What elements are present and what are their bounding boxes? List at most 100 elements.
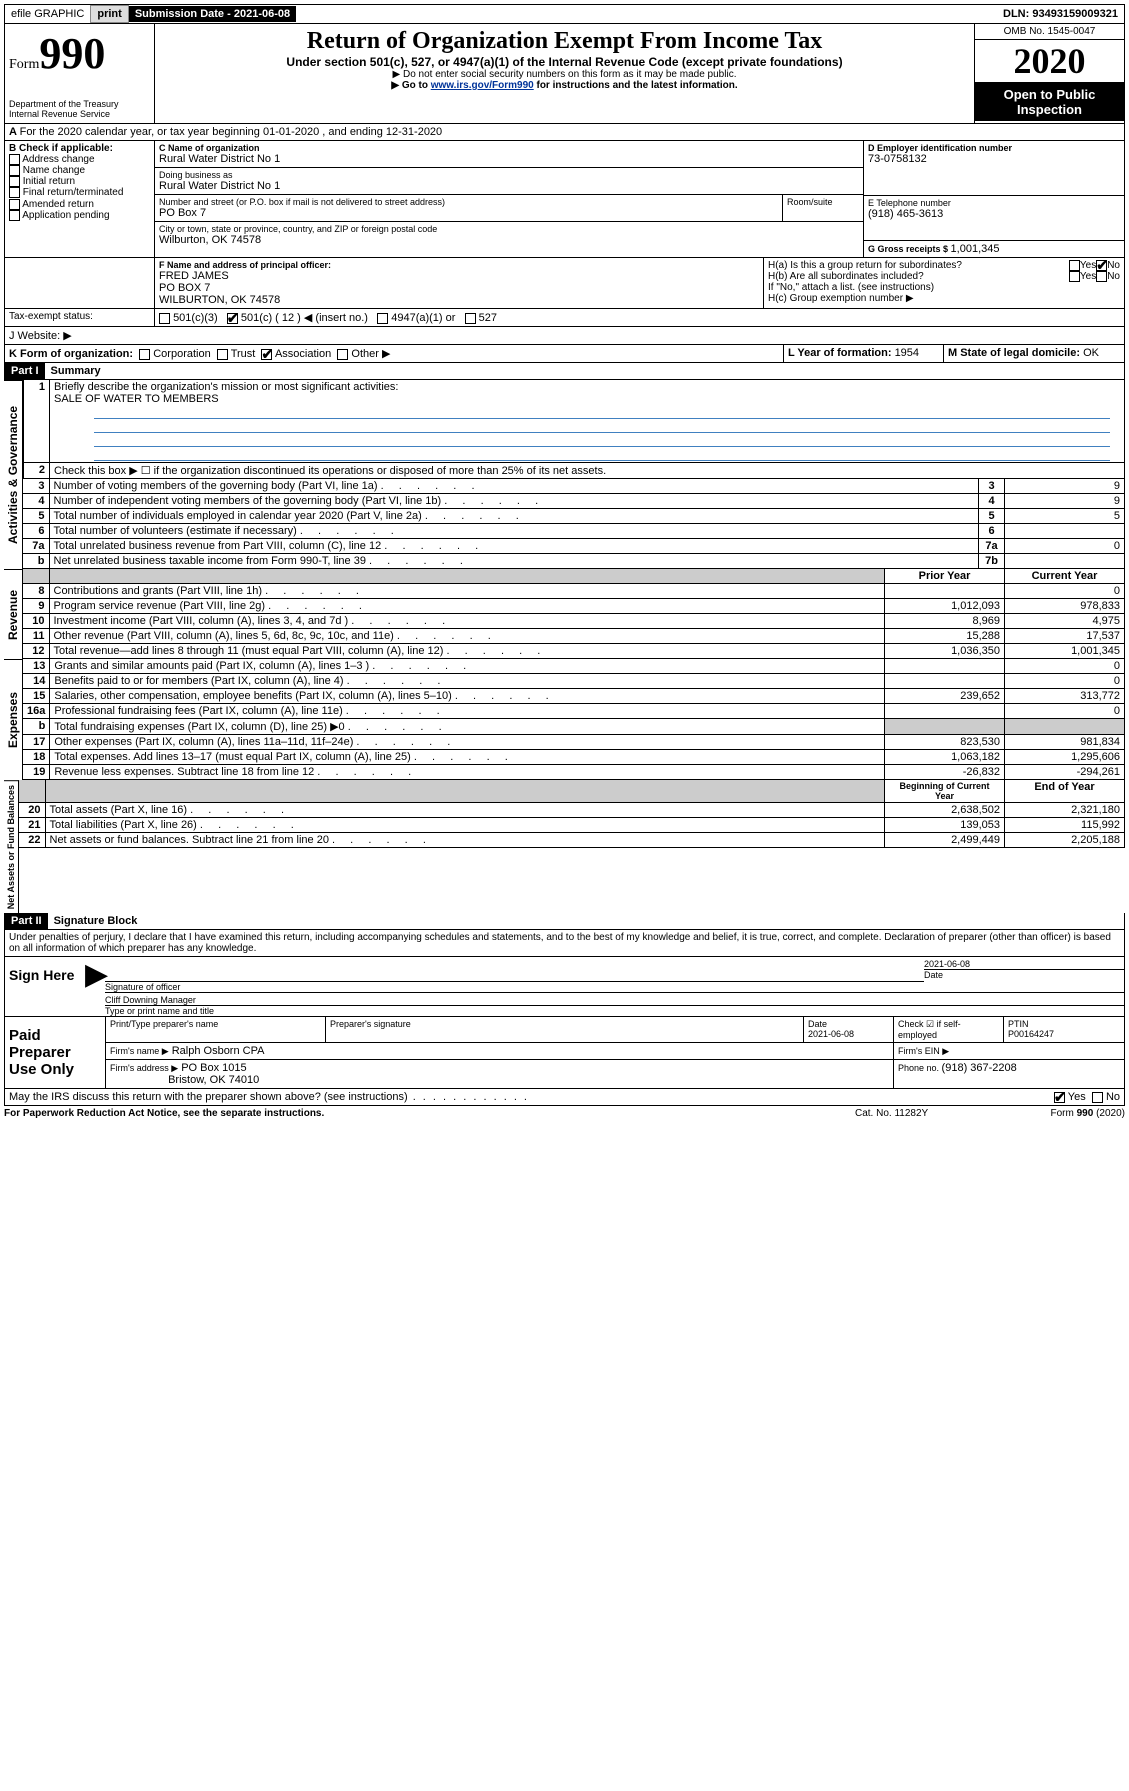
table-row: 19Revenue less expenses. Subtract line 1…: [23, 765, 1125, 780]
firm-phone: (918) 367-2208: [942, 1062, 1017, 1074]
box-d-label: D Employer identification number: [868, 143, 1120, 153]
check-amended-return[interactable]: Amended return: [9, 199, 150, 210]
h-a-no[interactable]: No: [1096, 260, 1120, 271]
year-formation: 1954: [895, 347, 919, 359]
box-g-label: G Gross receipts $: [868, 244, 951, 254]
table-row: 22Net assets or fund balances. Subtract …: [19, 833, 1125, 848]
box-l-label: L Year of formation:: [788, 347, 895, 359]
discuss-yes[interactable]: Yes: [1054, 1091, 1086, 1103]
tax-year: 2020: [975, 40, 1124, 83]
telephone-value: (918) 465-3613: [868, 208, 1120, 220]
sign-here-block: Sign Here ▶ Signature of officer 2021-06…: [4, 957, 1125, 1017]
goto-note: ▶ Go to www.irs.gov/Form990 for instruct…: [159, 80, 970, 91]
table-row: 14Benefits paid to or for members (Part …: [23, 674, 1125, 689]
col-current-year: Current Year: [1005, 569, 1125, 584]
prep-sig-header: Preparer's signature: [330, 1019, 411, 1029]
irs-link[interactable]: www.irs.gov/Form990: [431, 80, 534, 91]
typed-label: Type or print name and title: [105, 1006, 214, 1016]
officer-addr1: PO BOX 7: [159, 282, 759, 294]
date-label: Date: [924, 970, 943, 980]
pra-notice: For Paperwork Reduction Act Notice, see …: [4, 1108, 855, 1119]
h-b-yes[interactable]: Yes: [1069, 271, 1096, 282]
state-domicile: OK: [1083, 347, 1099, 359]
firm-addr-label: Firm's address ▶: [110, 1063, 178, 1073]
col-beginning: Beginning of Current Year: [885, 780, 1005, 803]
check-final-return[interactable]: Final return/terminated: [9, 187, 150, 198]
box-f-label: F Name and address of principal officer:: [159, 260, 759, 270]
box-i-label: Tax-exempt status:: [5, 309, 155, 326]
opt-501c[interactable]: 501(c) ( 12 ) ◀ (insert no.): [227, 312, 368, 324]
mission-text: SALE OF WATER TO MEMBERS: [54, 393, 219, 405]
h-b-label: H(b) Are all subordinates included?: [768, 271, 1069, 282]
sig-date-1: 2021-06-08: [924, 959, 1124, 970]
firm-ein-label: Firm's EIN ▶: [898, 1046, 949, 1056]
tax-exempt-row: Tax-exempt status: 501(c)(3) 501(c) ( 12…: [4, 309, 1125, 327]
check-application-pending[interactable]: Application pending: [9, 210, 150, 221]
h-b-note: If "No," attach a list. (see instruction…: [768, 282, 1120, 293]
ptin-value: P00164247: [1008, 1029, 1054, 1039]
opt-501c3[interactable]: 501(c)(3): [159, 312, 218, 324]
table-row: 9Program service revenue (Part VIII, lin…: [23, 599, 1125, 614]
perjury-statement: Under penalties of perjury, I declare th…: [4, 930, 1125, 957]
prep-date-header: Date: [808, 1019, 827, 1029]
org-name: Rural Water District No 1: [159, 153, 859, 165]
table-row: 11Other revenue (Part VIII, column (A), …: [23, 629, 1125, 644]
submission-date-tab: Submission Date - 2021-06-08: [129, 6, 296, 22]
table-row: 16aProfessional fundraising fees (Part I…: [23, 704, 1125, 719]
opt-trust[interactable]: Trust: [217, 348, 256, 360]
box-e-label: E Telephone number: [868, 198, 1120, 208]
ptin-header: PTIN: [1008, 1019, 1029, 1029]
opt-assoc[interactable]: Association: [261, 348, 331, 360]
vlabel-revenue: Revenue: [4, 569, 23, 659]
footer-row: For Paperwork Reduction Act Notice, see …: [4, 1106, 1125, 1121]
table-row: 21Total liabilities (Part X, line 26) . …: [19, 818, 1125, 833]
efile-label: efile GRAPHIC: [5, 6, 90, 22]
opt-corp[interactable]: Corporation: [139, 348, 211, 360]
cat-no: Cat. No. 11282Y: [855, 1108, 1005, 1119]
form-990-label: Form990: [9, 28, 150, 79]
paid-preparer-block: Paid Preparer Use Only Print/Type prepar…: [4, 1017, 1125, 1089]
omb-number: OMB No. 1545-0047: [975, 24, 1124, 40]
ein-value: 73-0758132: [868, 153, 1120, 165]
firm-addr2: Bristow, OK 74010: [168, 1074, 259, 1086]
table-row: bTotal fundraising expenses (Part IX, co…: [23, 719, 1125, 735]
box-b-label: B Check if applicable:: [9, 143, 150, 154]
firm-addr1: PO Box 1015: [181, 1062, 246, 1074]
check-address-change[interactable]: Address change: [9, 154, 150, 165]
dept-irs: Internal Revenue Service: [9, 109, 150, 119]
table-row: bNet unrelated business taxable income f…: [23, 554, 1125, 569]
sig-officer-label: Signature of officer: [105, 982, 180, 992]
check-initial-return[interactable]: Initial return: [9, 176, 150, 187]
col-prior-year: Prior Year: [885, 569, 1005, 584]
sign-arrow-icon: ▶: [85, 957, 105, 1016]
check-name-change[interactable]: Name change: [9, 165, 150, 176]
form-header: Form990 Department of the Treasury Inter…: [4, 24, 1125, 124]
form-org-row: K Form of organization: Corporation Trus…: [4, 345, 1125, 363]
h-b-no[interactable]: No: [1096, 271, 1120, 282]
table-row: 3Number of voting members of the governi…: [23, 479, 1125, 494]
table-row: 13Grants and similar amounts paid (Part …: [23, 659, 1125, 674]
officer-block: F Name and address of principal officer:…: [4, 258, 1125, 309]
ssn-note: ▶ Do not enter social security numbers o…: [159, 69, 970, 80]
line-a-tax-year: A For the 2020 calendar year, or tax yea…: [4, 124, 1125, 141]
open-inspection: Open to PublicInspection: [975, 83, 1124, 121]
print-button[interactable]: print: [90, 5, 128, 23]
box-k-label: K Form of organization:: [9, 348, 133, 360]
self-employed-check[interactable]: Check ☑ if self-employed: [894, 1017, 1004, 1042]
opt-other[interactable]: Other ▶: [337, 348, 390, 360]
discuss-row: May the IRS discuss this return with the…: [4, 1089, 1125, 1106]
discuss-no[interactable]: No: [1092, 1091, 1120, 1103]
prep-name-header: Print/Type preparer's name: [110, 1019, 218, 1029]
form-footer: Form 990 (2020): [1005, 1108, 1125, 1119]
firm-phone-label: Phone no.: [898, 1063, 942, 1073]
opt-4947[interactable]: 4947(a)(1) or: [377, 312, 455, 324]
table-row: 17Other expenses (Part IX, column (A), l…: [23, 735, 1125, 750]
h-a-yes[interactable]: Yes: [1069, 260, 1096, 271]
table-row: 12Total revenue—add lines 8 through 11 (…: [23, 644, 1125, 659]
discuss-question: May the IRS discuss this return with the…: [9, 1091, 1054, 1103]
street-address: PO Box 7: [159, 207, 778, 219]
opt-527[interactable]: 527: [465, 312, 497, 324]
table-row: 15Salaries, other compensation, employee…: [23, 689, 1125, 704]
form-title: Return of Organization Exempt From Incom…: [159, 28, 970, 55]
city-state-zip: Wilburton, OK 74578: [159, 234, 859, 246]
